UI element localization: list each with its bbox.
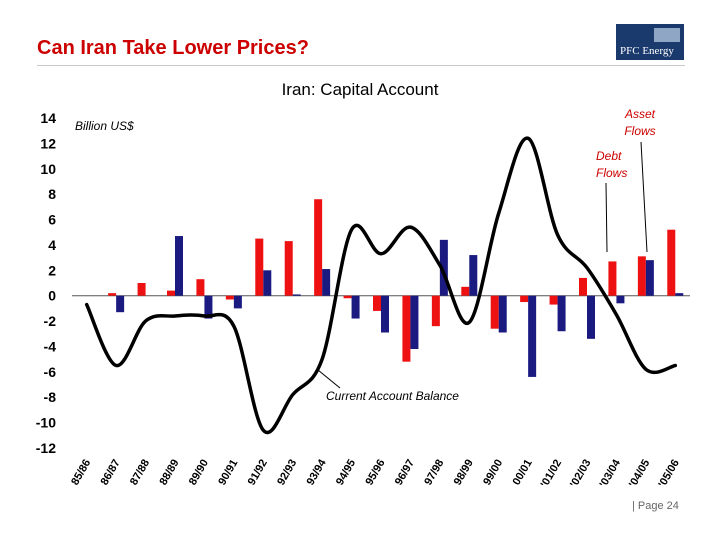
x-tick-label: '02/03 [568,458,593,490]
current-account-annotation: Current Account Balance [326,389,459,403]
current-account-line [84,136,678,435]
debt-flows-bar [579,277,587,296]
asset-flows-bar [469,255,478,296]
asset-flows-pointer [640,141,648,253]
current-account-pointer [317,369,341,389]
x-tick-label: 86/87 [99,458,123,488]
x-tick-label: 92/93 [275,458,299,488]
x-tick-label: 95/96 [363,458,387,488]
debt-flows-bar [196,279,205,296]
slide-title: Can Iran Take Lower Prices? [37,37,309,59]
y-tick-label: -6 [44,364,57,380]
debt-flows-bar [284,241,293,296]
x-tick-label: 97/98 [422,458,446,488]
debt-flows-bar [520,295,529,303]
debt-flows-annotation: Flows [596,166,627,180]
y-tick-label: -8 [44,389,57,405]
asset-flows-bar [233,295,242,309]
y-tick-label: 0 [48,288,56,304]
asset-flows-bar [263,270,272,296]
debt-flows-bar [343,295,352,299]
asset-flows-bar [322,269,331,296]
asset-flows-annotation: Flows [624,124,655,138]
debt-flows-bar [137,283,146,296]
debt-flows-bar [255,238,264,296]
y-tick-label: -2 [44,313,57,329]
asset-flows-bar [410,295,419,349]
y-tick-label: 2 [48,262,56,278]
asset-flows-annotation: Asset [624,107,656,121]
x-tick-label: 93/94 [305,457,330,488]
asset-flows-bar [587,295,595,339]
x-tick-label: 89/90 [187,458,211,488]
debt-flows-bar [637,256,646,296]
asset-flows-bar [351,295,360,319]
chart-title: Iran: Capital Account [281,80,439,99]
y-tick-label: 4 [48,237,56,253]
y-tick-label: 6 [48,212,56,228]
debt-flows-bar [549,295,558,305]
debt-flows-pointer [605,182,608,253]
debt-flows-bar [108,293,117,296]
debt-flows-annotation: Debt [596,149,622,163]
x-tick-label: 88/89 [157,458,181,488]
x-tick-label: 96/97 [393,458,417,488]
debt-flows-bar [314,199,323,296]
asset-flows-bar [175,236,183,296]
debt-flows-bar [490,295,499,329]
asset-flows-bar [498,295,507,333]
y-tick-label: 12 [40,135,56,151]
x-tick-label: 87/88 [128,458,152,488]
x-tick-label: 98/99 [452,458,476,488]
debt-flows-bar [373,295,381,311]
asset-flows-bar [292,294,301,296]
asset-flows-bar [116,295,125,313]
company-logo: PFC Energy [616,24,684,60]
title-divider [37,65,685,66]
debt-flows-bar [225,295,234,300]
x-tick-label: 99/00 [481,458,505,488]
x-tick-label: '05/06 [656,458,681,490]
debt-flows-bar [167,290,175,296]
y-tick-label: 10 [40,161,56,177]
asset-flows-bar [675,293,684,296]
debt-flows-bar [461,286,470,296]
asset-flows-bar [645,260,654,296]
asset-flows-bar [439,239,448,296]
x-tick-label: 00/01 [511,458,535,488]
logo-text: PFC Energy [620,45,674,57]
y-tick-label: -10 [36,415,56,431]
x-tick-label: 85/86 [69,458,93,488]
asset-flows-bar [381,295,389,333]
logo-mark [654,28,680,42]
x-tick-label: 90/91 [216,458,240,488]
x-tick-label: '01/02 [539,458,564,490]
x-tick-label: 91/92 [246,458,270,488]
asset-flows-bar [557,295,566,332]
debt-flows-bar [608,261,617,296]
x-tick-label: '03/04 [598,457,624,490]
y-tick-label: -4 [44,338,57,354]
y-tick-label: 8 [48,186,56,202]
page-number: | Page 24 [632,500,679,512]
y-tick-label: -12 [36,440,56,456]
y-tick-label: 14 [40,110,56,126]
asset-flows-bar [616,295,625,304]
y-unit-label: Billion US$ [75,119,134,133]
debt-flows-bar [431,295,440,327]
asset-flows-bar [528,295,537,377]
x-tick-label: 94/95 [334,458,358,488]
x-tick-label: '04/05 [627,458,652,490]
debt-flows-bar [402,295,411,362]
asset-flows-bar [204,295,213,319]
debt-flows-bar [667,229,676,296]
